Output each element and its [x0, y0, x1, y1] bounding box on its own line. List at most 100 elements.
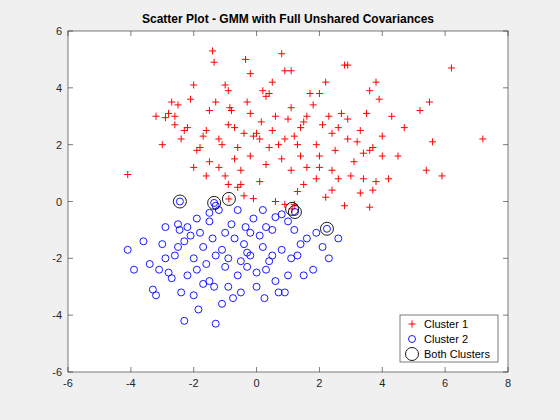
point [193, 215, 200, 222]
point [215, 135, 222, 142]
point [206, 218, 213, 225]
point [219, 141, 226, 148]
point [253, 269, 260, 276]
point [184, 272, 191, 279]
y-tick [68, 201, 73, 202]
point [222, 81, 229, 88]
point [230, 295, 237, 302]
y-tick [68, 87, 73, 88]
point [354, 138, 361, 145]
y-tick-label: -2 [52, 252, 62, 264]
point [234, 144, 241, 151]
point [366, 87, 373, 94]
point [320, 222, 333, 235]
point [241, 130, 248, 137]
x-tick [193, 367, 194, 372]
point [344, 116, 351, 123]
point [332, 147, 339, 154]
point [310, 266, 317, 273]
y-tick [503, 201, 508, 202]
axes-frame [68, 31, 508, 372]
point [285, 116, 292, 123]
point [203, 127, 210, 134]
point [256, 135, 263, 142]
x-tick [382, 31, 383, 36]
chart: -6-4-202468-6-4-20246Scatter Plot - GMM … [0, 0, 560, 420]
point [187, 232, 194, 239]
point [153, 292, 160, 299]
point [211, 59, 218, 66]
point [247, 229, 254, 236]
point [153, 113, 160, 120]
point [190, 255, 197, 262]
point [369, 144, 376, 151]
point [417, 107, 424, 114]
point [278, 246, 285, 253]
point [269, 127, 276, 134]
point [291, 133, 298, 140]
point [272, 198, 279, 205]
point [479, 135, 486, 142]
point [294, 141, 301, 148]
point [294, 252, 301, 259]
point [171, 252, 178, 259]
x-tick-label: 8 [505, 377, 511, 389]
legend-marker [409, 321, 416, 328]
point [263, 266, 270, 273]
point [206, 158, 213, 165]
point [256, 178, 263, 185]
point [307, 90, 314, 97]
point [278, 50, 285, 57]
y-tick [503, 144, 508, 145]
points [124, 47, 486, 327]
point [316, 153, 323, 160]
point [195, 306, 202, 313]
point [379, 153, 386, 160]
point [323, 225, 330, 232]
x-tick [445, 367, 446, 372]
point [385, 175, 392, 182]
point [373, 79, 380, 86]
point [175, 101, 182, 108]
point [335, 124, 342, 131]
point [351, 158, 358, 165]
point [325, 113, 332, 120]
point [231, 155, 238, 162]
point [363, 110, 370, 117]
legend-label: Cluster 1 [424, 318, 468, 330]
point [178, 289, 185, 296]
point [159, 141, 166, 148]
point [234, 207, 241, 214]
point [313, 175, 320, 182]
point [168, 275, 175, 282]
point [176, 226, 183, 233]
point [360, 175, 367, 182]
point [247, 110, 254, 117]
point [165, 110, 172, 117]
point [190, 292, 197, 299]
x-tick [256, 31, 257, 36]
point [297, 124, 304, 131]
point [231, 235, 238, 242]
point [209, 235, 216, 242]
point [244, 263, 251, 270]
point [300, 272, 307, 279]
point [401, 124, 408, 131]
point [225, 255, 232, 262]
y-tick-label: -4 [52, 309, 62, 321]
point [244, 99, 251, 106]
point [335, 175, 342, 182]
point [288, 104, 295, 111]
point [335, 235, 342, 242]
x-tick-label: 4 [379, 377, 385, 389]
point [426, 99, 433, 106]
point [300, 118, 307, 125]
point [303, 164, 310, 171]
point [211, 199, 218, 206]
point [376, 96, 383, 103]
point [313, 141, 320, 148]
point [241, 241, 248, 248]
y-tick [68, 144, 73, 145]
point [156, 266, 163, 273]
point [222, 229, 229, 236]
